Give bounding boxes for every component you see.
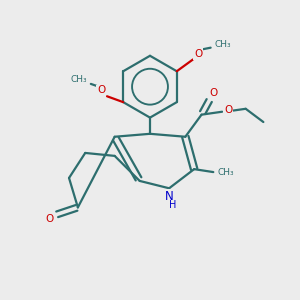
Text: O: O bbox=[97, 85, 105, 95]
Text: CH₃: CH₃ bbox=[215, 40, 231, 49]
Text: O: O bbox=[224, 105, 232, 115]
Text: H: H bbox=[169, 200, 176, 210]
Text: O: O bbox=[194, 49, 202, 59]
Text: N: N bbox=[165, 190, 173, 203]
Text: CH₃: CH₃ bbox=[218, 168, 234, 177]
Text: O: O bbox=[45, 214, 53, 224]
Text: O: O bbox=[209, 88, 218, 98]
Text: CH₃: CH₃ bbox=[70, 75, 87, 84]
